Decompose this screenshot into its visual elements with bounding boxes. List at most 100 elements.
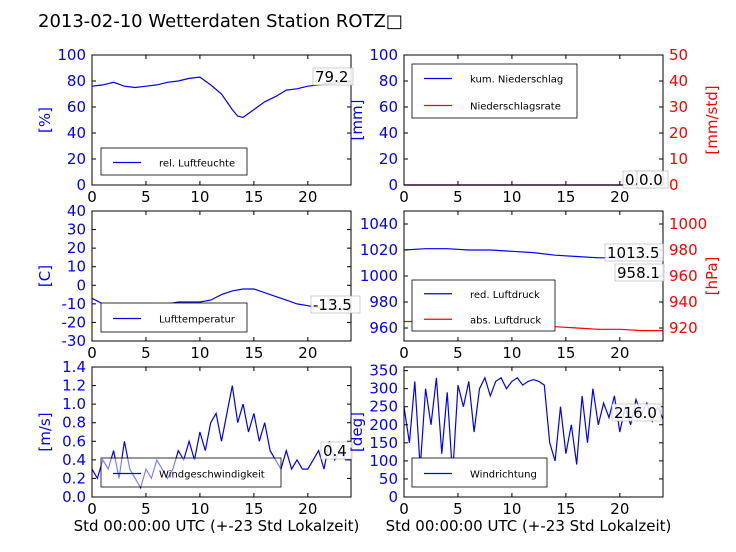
y-tick-label: 30 [67, 221, 86, 239]
x-tick-label: 20 [298, 188, 317, 206]
plot-frame [403, 54, 664, 186]
y-tick-label: 60 [67, 98, 86, 116]
y-axis-label: [deg] [348, 412, 366, 452]
legend: Lufttemperatur [100, 302, 248, 333]
x-tick-label: 15 [556, 188, 575, 206]
y-right-tick-label: 10 [669, 150, 688, 168]
y-tick-label: 0.2 [62, 469, 86, 487]
y-right-tick-label: 50 [669, 46, 688, 64]
legend-box [100, 302, 248, 333]
y-tick-label: 100 [369, 46, 398, 64]
value-readout-box [320, 441, 353, 460]
y-tick-label: 0.8 [62, 414, 86, 432]
x-tick-label: 20 [610, 344, 629, 362]
legend-entry: kum. Niederschlag [470, 75, 563, 86]
y-tick-label: 0.0 [62, 488, 86, 506]
y-axis-label: [m/s] [36, 412, 54, 451]
legend: Windrichtung [411, 457, 548, 488]
y-right-tick-label: 940 [669, 293, 698, 311]
y-tick-label: 40 [67, 202, 86, 220]
x-tick-label: 20 [298, 344, 317, 362]
x-tick-label: 15 [244, 344, 263, 362]
y-tick-label: 1040 [360, 215, 398, 233]
panel-pressure: 0 5 10 15 20 960 980 1000 1020 1040 920 940 960 980 10… [360, 210, 721, 362]
x-axis-label: Std 00:00:00 UTC (+-23 Std Lokalzeit) [386, 517, 672, 535]
legend: red. Luftdruck abs. Luftdruck [411, 279, 556, 332]
x-tick-label: 15 [556, 500, 575, 518]
y-tick-label: 0 [388, 176, 398, 194]
y-right-tick-label: 920 [669, 319, 698, 337]
legend-entry: abs. Luftdruck [470, 315, 541, 326]
value-readout-box [614, 263, 665, 282]
value-readout: 216.0 [614, 404, 657, 422]
x-tick-label: 5 [453, 500, 463, 518]
y-tick-label: 250 [369, 398, 398, 416]
x-tick-label: 0 [87, 188, 97, 206]
y-tick-label: 0.4 [62, 451, 86, 469]
x-tick-label: 5 [141, 500, 151, 518]
y-tick-label: 0 [76, 176, 86, 194]
y-tick-label: 60 [379, 98, 398, 116]
x-tick-label: 10 [190, 344, 209, 362]
y-tick-label: 1.0 [62, 395, 86, 413]
value-readout-box [611, 403, 662, 422]
panel-windspeed: 0 5 10 15 200.00.20.40.60.81.01.21.4[m/s]Std… [36, 358, 359, 535]
y-right-tick-label: 40 [669, 72, 688, 90]
x-tick-label: 20 [298, 500, 317, 518]
series-line-winddir-0 [403, 376, 664, 476]
x-tick-label: 10 [502, 188, 521, 206]
y-axis-label: [mm] [348, 100, 366, 141]
series-line-humidity-0 [91, 76, 351, 119]
y-tick-label: 1.4 [62, 358, 86, 376]
legend-entry: Niederschlagsrate [470, 102, 561, 113]
x-tick-label: 5 [453, 344, 463, 362]
y-tick-label: 20 [67, 150, 86, 168]
y-right-tick-label: 1000 [669, 215, 707, 233]
y-tick-label: 10 [67, 258, 86, 276]
value-readout: -13.5 [313, 296, 352, 314]
value-readout: 0.4 [323, 442, 347, 460]
y-tick-label: 80 [379, 72, 398, 90]
y-right-axis-label: [mm/std] [703, 85, 721, 154]
x-tick-label: 0 [399, 500, 409, 518]
y-tick-label: 20 [379, 150, 398, 168]
y-tick-label: -10 [62, 295, 87, 313]
x-tick-label: 10 [502, 500, 521, 518]
value-readout-box [312, 67, 354, 86]
value-readout: 0.0 [639, 171, 663, 189]
value-readout-box [310, 295, 361, 314]
x-tick-label: 10 [502, 344, 521, 362]
legend-entry: Lufttemperatur [159, 315, 236, 326]
y-tick-label: 150 [369, 434, 398, 452]
legend-box [411, 279, 556, 332]
legend-entry: Windrichtung [470, 470, 537, 481]
x-tick-label: 5 [141, 188, 151, 206]
value-readout: 79.2 [315, 68, 348, 86]
plot-frame [403, 366, 664, 498]
y-tick-label: 300 [369, 380, 398, 398]
y-tick-label: 0 [388, 488, 398, 506]
y-tick-label: 50 [379, 470, 398, 488]
y-tick-label: -30 [62, 332, 87, 350]
x-tick-label: 0 [399, 188, 409, 206]
y-tick-label: 100 [369, 452, 398, 470]
panel-temperature: 0 5 10 15 20-30-20-10010203040[C]Lufttempera… [36, 202, 361, 362]
y-tick-label: 40 [379, 124, 398, 142]
y-tick-label: 980 [369, 293, 398, 311]
value-readout-box [604, 243, 664, 262]
x-tick-label: 20 [610, 500, 629, 518]
value-readout-box [636, 170, 669, 189]
x-tick-label: 10 [190, 188, 209, 206]
x-tick-label: 15 [244, 500, 263, 518]
x-tick-label: 15 [244, 188, 263, 206]
y-right-tick-label: 20 [669, 124, 688, 142]
x-tick-label: 5 [141, 344, 151, 362]
y-tick-label: 1020 [360, 241, 398, 259]
x-tick-label: 0 [87, 500, 97, 518]
legend: Windgeschwindigkeit [100, 457, 282, 488]
legend: kum. Niederschlag Niederschlagsrate [411, 63, 578, 119]
legend-box [411, 63, 578, 119]
